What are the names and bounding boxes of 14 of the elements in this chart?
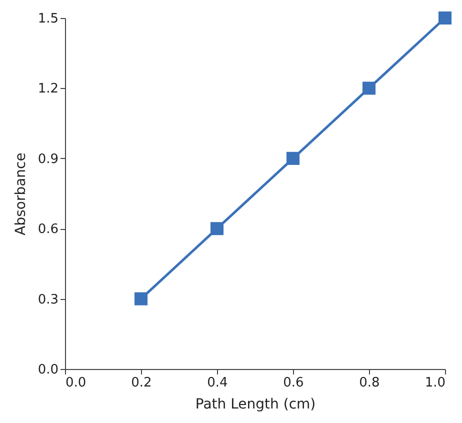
x-tick-label: 0.4	[207, 376, 228, 390]
x-tick-label: 0.2	[131, 376, 152, 390]
y-tick-label: 0.6	[38, 222, 58, 238]
x-axis-title: Path Length (cm)	[195, 396, 316, 412]
x-tick-label: 0.0	[66, 376, 86, 390]
y-tick-label: 1.2	[38, 82, 58, 97]
x-tick-label: 0.6	[283, 376, 304, 390]
x-tick-label: 0.8	[359, 376, 380, 390]
y-tick-label: 0.3	[38, 292, 58, 308]
y-tick-label: 1.5	[38, 12, 58, 26]
y-tick-label: 0.0	[38, 362, 58, 378]
y-axis-title: Absorbance	[12, 152, 29, 236]
x-tick-label: 1.0	[424, 376, 446, 390]
y-tick-label: 0.9	[38, 152, 58, 167]
